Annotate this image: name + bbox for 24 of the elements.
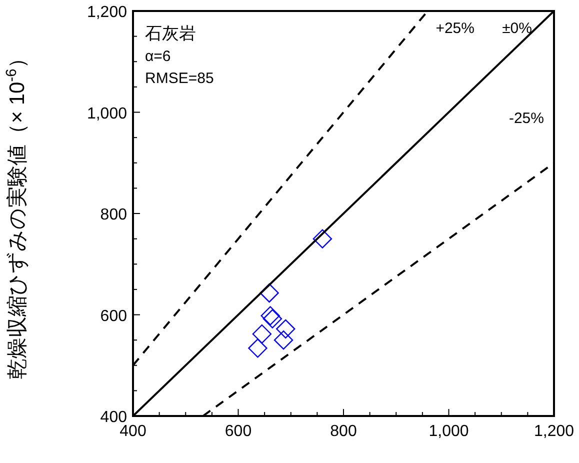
y-tick-label: 1,200 (86, 4, 128, 21)
point (260, 283, 279, 303)
y-tick-label: 400 (100, 409, 128, 426)
x-tick-label: 400 (120, 423, 146, 440)
y-tick-label: 1,000 (86, 105, 128, 122)
series-label: ±0% (502, 20, 532, 37)
annotation: RMSE=85 (145, 70, 214, 87)
y-tick-label: 600 (100, 308, 128, 325)
x-tick-label: 1,200 (534, 423, 574, 440)
text: -25% (508, 110, 544, 127)
x-tick-label: 600 (224, 423, 252, 440)
y-tick-label: 800 (100, 206, 128, 224)
point (260, 306, 280, 326)
annotation: α=6 (145, 48, 171, 65)
annotation: 石灰岩 (145, 24, 196, 43)
series-label: +25% (436, 20, 474, 37)
point (248, 338, 268, 358)
point (252, 324, 272, 344)
point (262, 309, 282, 328)
point (276, 319, 296, 339)
x-tick-label: 1,000 (428, 423, 469, 440)
point (274, 330, 294, 350)
point (312, 229, 332, 248)
x-tick-label: 800 (330, 423, 357, 440)
